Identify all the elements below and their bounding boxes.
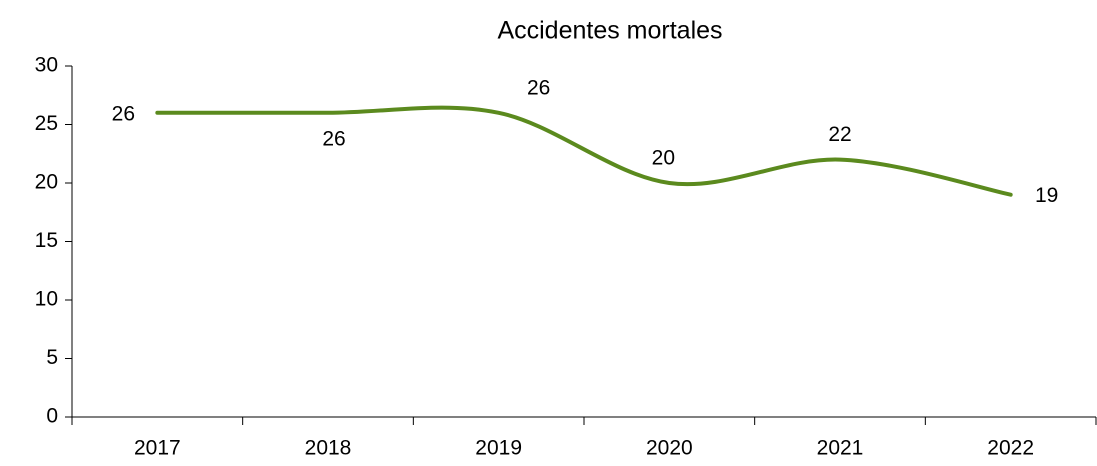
data-label: 26 <box>322 127 345 150</box>
y-tick-label: 10 <box>35 288 58 311</box>
y-tick-label: 25 <box>35 112 58 135</box>
y-tick-label: 20 <box>35 171 58 194</box>
y-tick-label: 0 <box>46 405 58 428</box>
x-tick-label: 2020 <box>646 437 693 460</box>
y-tick-label: 15 <box>35 229 58 252</box>
y-tick-label: 5 <box>46 346 58 369</box>
x-tick-label: 2018 <box>305 437 352 460</box>
chart-title: Accidentes mortales <box>497 17 722 45</box>
x-tick-label: 2017 <box>134 437 181 460</box>
y-tick-label: 30 <box>35 54 58 77</box>
x-tick-label: 2021 <box>817 437 864 460</box>
data-label: 26 <box>527 76 550 99</box>
line <box>155 105 1013 197</box>
x-tick-label: 2022 <box>987 437 1034 460</box>
data-label: 20 <box>652 147 675 170</box>
data-label: 22 <box>828 123 851 146</box>
x-tick-label: 2019 <box>475 437 522 460</box>
data-label: 19 <box>1035 184 1058 207</box>
data-label: 26 <box>112 102 135 125</box>
